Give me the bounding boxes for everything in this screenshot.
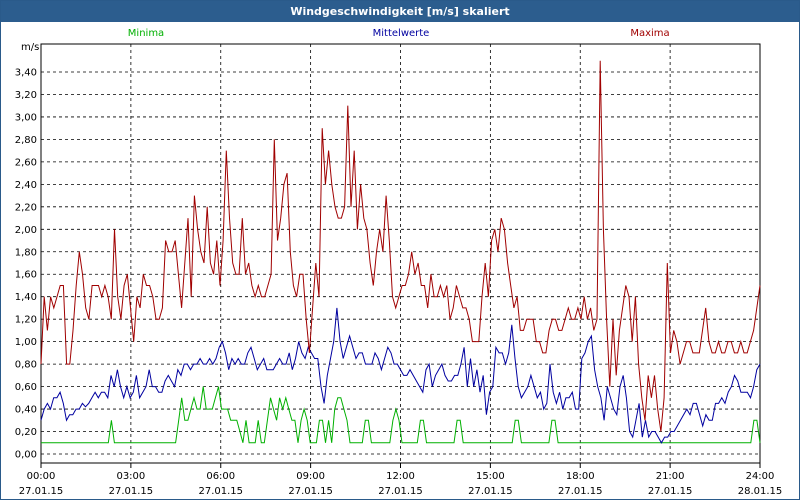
y-tick-label: 0,80 <box>15 360 37 371</box>
x-tick-time: 06:00 <box>206 471 235 482</box>
x-tick-time: 09:00 <box>296 471 325 482</box>
x-tick-time: 18:00 <box>566 471 595 482</box>
y-tick-label: 1,60 <box>15 270 37 281</box>
y-tick-label: 0,60 <box>15 382 37 393</box>
x-tick-date: 28.01.15 <box>738 486 783 497</box>
x-tick-time: 21:00 <box>656 471 685 482</box>
grid-lines <box>41 44 760 463</box>
y-tick-label: 3,00 <box>15 112 37 123</box>
series-line-mittelwerte <box>40 307 761 444</box>
x-axis: 00:00 27.01.15 03:00 27.01.15 06:00 27.01.15 0… <box>19 463 783 497</box>
window-title: Windgeschwindigkeit [m/s] skaliert <box>1 1 799 22</box>
y-tick-label: 3,20 <box>15 90 37 101</box>
x-tick-time: 24:00 <box>746 471 775 482</box>
y-tick-label: 2,20 <box>15 202 37 213</box>
series-line-maxima <box>40 60 761 432</box>
x-tick-time: 15:00 <box>476 471 505 482</box>
x-tick-date: 27.01.15 <box>109 486 154 497</box>
x-tick-time: 03:00 <box>116 471 145 482</box>
y-axis: 0,00 0,20 0,40 0,60 0,80 1,00 1,20 1,40 1,60 1,80… <box>15 68 37 461</box>
legend-mittelwerte: Mittelwerte <box>373 28 430 39</box>
y-tick-label: 0,40 <box>15 405 37 416</box>
series-line-minima <box>41 386 761 444</box>
legend-minima: Minima <box>128 28 164 39</box>
y-tick-label: 0,20 <box>15 427 37 438</box>
x-tick-date: 27.01.15 <box>288 486 333 497</box>
y-tick-label: 1,80 <box>15 247 37 258</box>
x-tick-date: 27.01.15 <box>19 486 64 497</box>
y-axis-unit-label: m/s <box>21 42 39 53</box>
x-tick-time: 12:00 <box>386 471 415 482</box>
y-tick-label: 3,40 <box>15 68 37 79</box>
y-tick-label: 2,00 <box>15 225 37 236</box>
x-tick-date: 27.01.15 <box>468 486 513 497</box>
legend-maxima: Maxima <box>630 28 669 39</box>
y-tick-label: 2,80 <box>15 135 37 146</box>
y-tick-label: 0,00 <box>15 450 37 461</box>
x-tick-time: 00:00 <box>27 471 56 482</box>
y-tick-label: 2,40 <box>15 180 37 191</box>
x-tick-date: 27.01.15 <box>558 486 603 497</box>
x-tick-date: 27.01.15 <box>648 486 693 497</box>
y-tick-label: 1,40 <box>15 292 37 303</box>
series-lines <box>40 60 761 444</box>
x-tick-date: 27.01.15 <box>378 486 423 497</box>
x-tick-date: 27.01.15 <box>198 486 243 497</box>
y-tick-label: 1,00 <box>15 337 37 348</box>
y-tick-label: 1,20 <box>15 315 37 326</box>
y-tick-label: 2,60 <box>15 157 37 168</box>
